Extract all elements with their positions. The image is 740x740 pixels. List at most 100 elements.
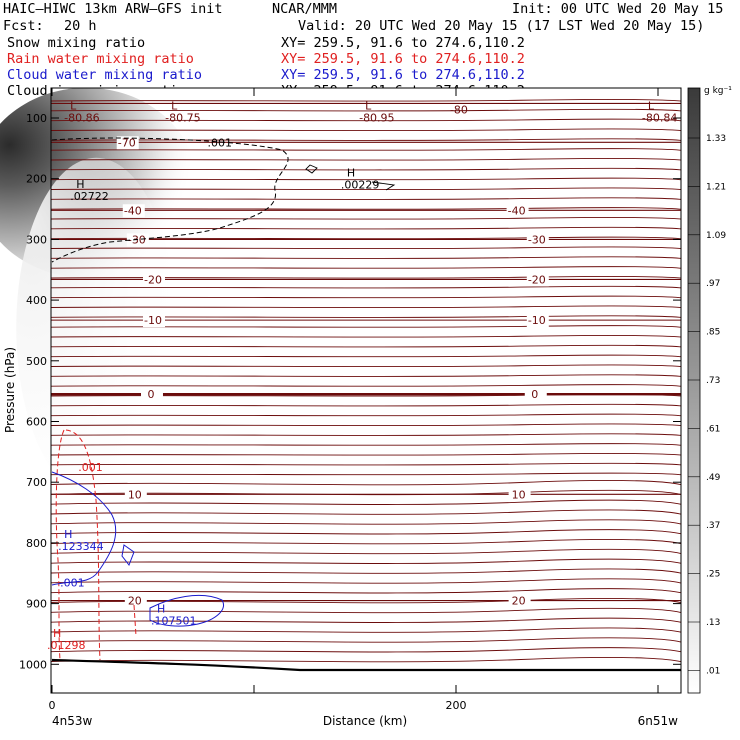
colorbar-unit: g kg⁻¹ [704, 86, 732, 96]
y-tick-label: 500 [26, 355, 47, 368]
extremum-H-marker: H [157, 603, 165, 616]
init-time: Init: 00 UTC Wed 20 May 15 [512, 1, 723, 17]
isotherm-line [50, 335, 682, 338]
isotherm-line [50, 462, 682, 466]
y-tick-label: 600 [26, 416, 47, 429]
isotherm-label: 0 [531, 388, 538, 401]
isotherm-label: -20 [528, 273, 546, 286]
isotherm-label: 0 [147, 388, 154, 401]
isotherm-line [50, 246, 682, 250]
colorbar-tick-label: .37 [706, 521, 720, 531]
extremum-L-marker: L [171, 100, 178, 113]
isotherm-label: 10 [128, 488, 142, 501]
isotherm-label: -20 [144, 273, 162, 286]
legend-xy-1: XY= 259.5, 91.6 to 274.6,110.2 [281, 51, 525, 67]
extremum-value: -80.84 [642, 112, 677, 125]
extremum-H-marker: H [53, 627, 61, 640]
isotherm-line [50, 657, 682, 663]
isotherm-line [50, 529, 682, 535]
y-tick-label: 400 [26, 294, 47, 307]
cloud-ice-contour-right [371, 181, 396, 191]
contour-label: .001 [60, 576, 85, 589]
colorbar-ticks: 1.33 1.21 1.09 .97 .85 .73 .61 .49 .37 .25 .13 .01 [688, 134, 726, 676]
y-tick-label: 1000 [19, 658, 47, 671]
isotherm-line [50, 637, 682, 643]
extremum-value: .02722 [70, 190, 109, 203]
isotherm-line [50, 548, 682, 555]
y-tick-label: 200 [26, 173, 47, 186]
right-endpoint-label: 6n51w [638, 714, 679, 728]
org-label: NCAR/MMM [272, 1, 337, 17]
extremum-L-marker: L [648, 100, 655, 113]
colorbar-tick-label: .01 [706, 666, 720, 676]
isotherm-line [50, 568, 682, 574]
isotherm-line [50, 499, 682, 505]
colorbar-tick-label: 1.09 [706, 231, 726, 241]
extremum-value: -80.95 [359, 112, 394, 125]
isotherm-line [50, 607, 682, 614]
isotherm-line [50, 217, 682, 220]
isotherm-line [50, 108, 682, 112]
isotherm-line [50, 128, 682, 132]
isotherm-line [50, 197, 682, 200]
y-tick-label: 800 [26, 537, 47, 550]
isotherm-line [50, 266, 682, 269]
y-tick-label: 100 [26, 112, 47, 125]
y-tick-label: 900 [26, 598, 47, 611]
isotherm-label: -30 [528, 233, 546, 246]
isotherm-line [50, 627, 682, 633]
isotherm-line [50, 578, 682, 584]
isotherm-label: -70 [118, 136, 136, 149]
isotherm-label: -40 [508, 204, 526, 217]
isotherm-line [50, 256, 682, 259]
isotherm-line [50, 519, 682, 525]
isotherm-line [50, 138, 682, 141]
isotherm-line [50, 354, 682, 358]
isotherm-line [50, 539, 682, 545]
rain-water-small-contour [133, 604, 137, 637]
isotherm-line [50, 453, 682, 456]
isotherm-line [50, 509, 682, 515]
isotherm-line [50, 305, 682, 309]
extremum-value: -80.75 [165, 112, 200, 125]
extremum-value: -80.86 [64, 112, 99, 125]
legend-xy-2: XY= 259.5, 91.6 to 274.6,110.2 [281, 67, 525, 83]
cloud-water-small-contour [121, 544, 135, 567]
extremum-H-marker: H [347, 166, 355, 179]
isotherm-line [50, 99, 682, 102]
isotherm-line [50, 480, 682, 486]
cloud-ice-contour [51, 137, 289, 263]
colorbar-tick-label: .49 [706, 473, 721, 483]
isotherm-label: 20 [512, 595, 526, 608]
left-endpoint-label: 4n53w [52, 714, 93, 728]
isotherm-line [50, 276, 682, 279]
y-axis-title: Pressure (hPa) [3, 347, 17, 433]
forecast-hour: 20 h [64, 18, 97, 34]
isotherm-label: -40 [124, 204, 142, 217]
colorbar-tick-label: 1.21 [706, 182, 726, 192]
isotherm-line [50, 433, 682, 436]
isotherm-line [50, 118, 682, 122]
extremum-H-marker: H [64, 528, 72, 541]
isotherm-line [50, 167, 682, 171]
isotherm-line [50, 558, 682, 564]
terrain-line [51, 658, 681, 672]
isotherm-line [50, 423, 682, 427]
isotherm-line [50, 207, 682, 210]
contour-labels: .001 .001 .001 -80 [60, 104, 468, 590]
isotherm-label: 10 [512, 488, 526, 501]
cloud-ice-small-contour [305, 164, 318, 174]
isotherm-line [50, 226, 682, 230]
x-axis: 0 20 0 [49, 88, 659, 712]
x-axis-title: Distance (km) [323, 714, 407, 728]
legend-label-2: Cloud water mixing ratio [7, 67, 202, 83]
rain-water-contour [55, 429, 101, 661]
cloud-water-contour-2 [149, 594, 224, 627]
isotherm-line [50, 295, 682, 299]
cloud-water-contour [51, 471, 117, 586]
extremum-value: .01298 [47, 639, 86, 652]
extremum-H-marker: H [76, 178, 84, 191]
colorbar-tick-label: .97 [706, 279, 720, 289]
